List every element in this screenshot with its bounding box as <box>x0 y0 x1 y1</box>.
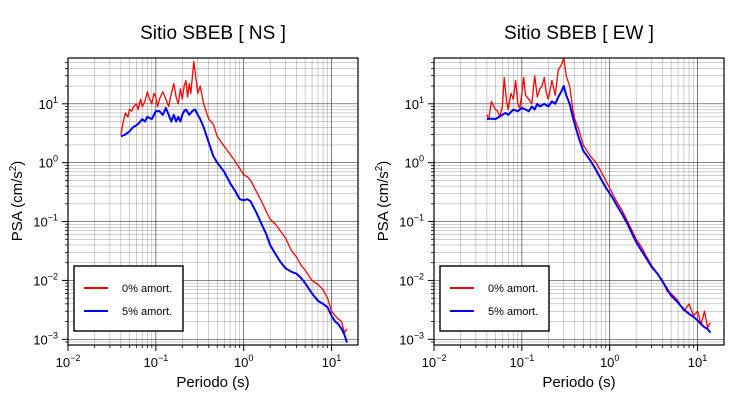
y-tick-label: 10−2 <box>399 271 424 288</box>
x-tick-label: 10−1 <box>509 353 534 370</box>
y-tick-base: 10 <box>399 215 413 230</box>
x-tick-label: 100 <box>234 353 253 370</box>
x-tick-label: 101 <box>688 353 707 370</box>
x-tick-base: 10 <box>234 355 248 370</box>
y-tick-label: 10−3 <box>33 330 58 347</box>
y-tick-exp: −3 <box>48 330 58 340</box>
x-tick-base: 10 <box>600 355 614 370</box>
y-tick-exp: −2 <box>48 271 58 281</box>
y-tick-base: 10 <box>405 156 419 171</box>
x-tick-base: 10 <box>688 355 702 370</box>
legend-label-0pct: 0% amort. <box>122 283 172 295</box>
series-line-5pct <box>120 106 348 343</box>
y-tick-exp: 1 <box>419 95 424 105</box>
y-tick-label: 101 <box>39 95 58 112</box>
series-line-0pct <box>120 61 348 334</box>
y-axis-label-main: PSA (cm/s <box>375 171 392 241</box>
y-tick-base: 10 <box>399 332 413 347</box>
y-tick-base: 10 <box>399 273 413 288</box>
x-tick-base: 10 <box>56 355 70 370</box>
x-tick-exp: 0 <box>614 353 619 363</box>
y-tick-exp: 1 <box>53 95 58 105</box>
y-tick-exp: −1 <box>48 213 58 223</box>
legend-label-5pct: 5% amort. <box>122 306 172 318</box>
chart-title: Sitio SBEB [ NS ] <box>140 23 286 44</box>
x-axis-label: Periodo (s) <box>542 374 615 391</box>
x-tick-label: 101 <box>322 353 341 370</box>
chart-title: Sitio SBEB [ EW ] <box>504 23 654 44</box>
y-tick-label: 101 <box>405 95 424 112</box>
y-tick-label: 10−1 <box>33 213 58 230</box>
x-tick-label: 10−2 <box>56 353 81 370</box>
y-axis-label-sup: 2 <box>374 165 385 171</box>
y-tick-label: 10−1 <box>399 213 424 230</box>
x-tick-exp: 0 <box>248 353 253 363</box>
x-tick-exp: 1 <box>702 353 707 363</box>
x-tick-base: 10 <box>143 355 157 370</box>
plot-frame <box>433 57 725 346</box>
x-tick-base: 10 <box>509 355 523 370</box>
x-tick-base: 10 <box>322 355 336 370</box>
x-tick-base: 10 <box>422 355 436 370</box>
y-tick-base: 10 <box>39 156 53 171</box>
x-tick-exp: −1 <box>158 353 168 363</box>
legend-box <box>439 265 550 332</box>
y-tick-base: 10 <box>33 215 47 230</box>
legend: 0% amort. 5% amort. <box>439 265 550 332</box>
legend-label-0pct: 0% amort. <box>488 283 538 295</box>
y-axis-label-close: ) <box>375 161 392 166</box>
legend-label-5pct: 5% amort. <box>488 306 538 318</box>
y-tick-exp: −3 <box>414 330 424 340</box>
y-tick-base: 10 <box>405 97 419 112</box>
y-tick-exp: −2 <box>414 271 424 281</box>
legend-box <box>73 265 184 332</box>
plot-frame <box>67 57 359 346</box>
y-tick-base: 10 <box>39 97 53 112</box>
y-tick-exp: 0 <box>419 154 424 164</box>
series-line-5pct <box>486 85 712 334</box>
series-layer <box>486 57 712 334</box>
x-tick-exp: −1 <box>524 353 534 363</box>
y-axis-label: PSA (cm/s2) <box>8 161 26 242</box>
y-tick-base: 10 <box>33 332 47 347</box>
x-tick-label: 10−1 <box>143 353 168 370</box>
y-axis-label-close: ) <box>9 161 26 166</box>
y-axis-label: PSA (cm/s2) <box>374 161 392 242</box>
series-layer <box>120 61 348 343</box>
y-tick-label: 100 <box>39 154 58 171</box>
y-tick-exp: −1 <box>414 213 424 223</box>
y-tick-label: 10−2 <box>33 271 58 288</box>
y-axis-label-sup: 2 <box>8 165 19 171</box>
x-axis-label: Periodo (s) <box>176 374 249 391</box>
x-tick-exp: −2 <box>70 353 80 363</box>
y-tick-exp: 0 <box>53 154 58 164</box>
legend: 0% amort. 5% amort. <box>73 265 184 332</box>
y-tick-label: 10−3 <box>399 330 424 347</box>
x-tick-exp: 1 <box>336 353 341 363</box>
y-tick-base: 10 <box>33 273 47 288</box>
y-tick-label: 100 <box>405 154 424 171</box>
x-tick-label: 10−2 <box>422 353 447 370</box>
x-tick-label: 100 <box>600 353 619 370</box>
y-axis-label-main: PSA (cm/s <box>9 171 26 241</box>
grid <box>434 58 724 345</box>
x-tick-exp: −2 <box>436 353 446 363</box>
